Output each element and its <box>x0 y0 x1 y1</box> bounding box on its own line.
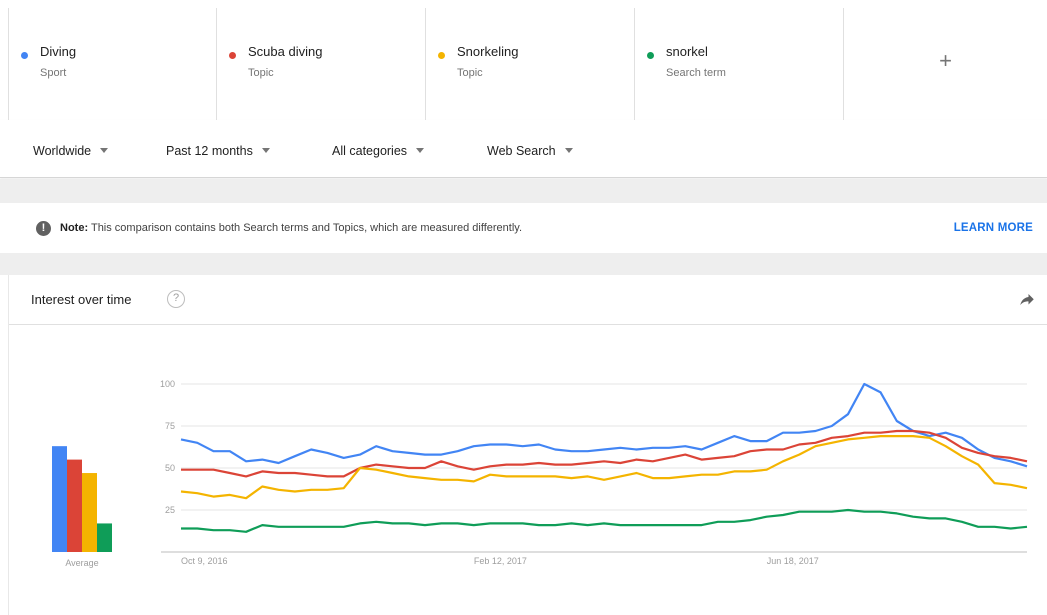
series-color-dot <box>21 52 28 59</box>
note-message: This comparison contains both Search ter… <box>90 222 523 234</box>
time-range-label: Past 12 months <box>166 144 253 158</box>
card-title: Interest over time <box>31 292 132 307</box>
note-label: Note: <box>60 222 89 234</box>
series-color-dot <box>438 52 445 59</box>
average-bar <box>82 473 97 552</box>
region-label: Worldwide <box>33 144 92 158</box>
caret-down-icon <box>100 148 109 154</box>
category-dropdown[interactable]: All categories <box>332 144 425 158</box>
plus-icon: + <box>939 48 952 73</box>
series-line <box>180 435 1028 500</box>
average-label: Average <box>65 558 98 568</box>
series-color-dot <box>229 52 236 59</box>
section-divider <box>0 179 1047 203</box>
average-bar <box>52 446 67 552</box>
x-tick-label: Oct 9, 2016 <box>181 556 228 566</box>
term-type: Search term <box>666 67 726 79</box>
term-name: Snorkeling <box>457 44 519 59</box>
region-dropdown[interactable]: Worldwide <box>33 144 109 158</box>
interest-chart: 100 75 50 25 Oct 9, 2016 Feb 12, 2017 Jun 18, … <box>52 379 1028 568</box>
series-color-dot <box>647 52 654 59</box>
search-property-dropdown[interactable]: Web Search <box>487 144 573 158</box>
term-name: snorkel <box>666 44 708 59</box>
learn-more-link[interactable]: LEARN MORE <box>953 222 1033 234</box>
y-tick-label: 100 <box>160 379 175 389</box>
x-tick-label: Jun 18, 2017 <box>767 556 819 566</box>
term-card-diving[interactable]: Diving Sport <box>8 8 217 120</box>
term-card-scuba-diving[interactable]: Scuba diving Topic <box>217 8 426 120</box>
caret-down-icon <box>416 148 425 154</box>
term-type: Topic <box>457 67 483 79</box>
time-range-dropdown[interactable]: Past 12 months <box>166 144 270 158</box>
term-type: Sport <box>40 67 67 79</box>
series-line <box>180 382 1028 468</box>
interest-over-time-card: Interest over time ? 100 75 50 25 Oct 9, 201… <box>8 275 1047 615</box>
y-tick-label: 50 <box>165 463 175 473</box>
caret-down-icon <box>564 148 573 154</box>
share-icon[interactable] <box>1018 291 1036 309</box>
series-line <box>181 508 1028 533</box>
add-comparison-button[interactable]: + <box>844 8 1047 120</box>
search-property-label: Web Search <box>487 144 556 158</box>
term-card-snorkeling[interactable]: Snorkeling Topic <box>426 8 635 120</box>
note-text: Note: This comparison contains both Sear… <box>60 222 522 234</box>
help-icon[interactable]: ? <box>167 290 185 308</box>
caret-down-icon <box>261 148 270 154</box>
term-card-snorkel[interactable]: snorkel Search term <box>635 8 844 120</box>
comparison-terms: Diving Sport Scuba diving Topic Snorkeli… <box>8 8 1047 120</box>
average-bar <box>67 459 82 552</box>
card-header: Interest over time ? <box>9 275 1047 325</box>
x-tick-label: Feb 12, 2017 <box>474 556 527 566</box>
comparison-note-banner: ! Note: This comparison contains both Se… <box>8 203 1047 253</box>
filters-bar: Worldwide Past 12 months All categories … <box>0 120 1047 178</box>
term-name: Scuba diving <box>248 44 323 59</box>
term-type: Topic <box>248 67 274 79</box>
series-line <box>181 429 1028 478</box>
section-divider <box>0 253 1047 275</box>
y-tick-label: 25 <box>165 505 175 515</box>
info-alert-icon: ! <box>36 221 51 236</box>
y-tick-label: 75 <box>165 421 175 431</box>
average-bar <box>97 523 112 552</box>
term-name: Diving <box>40 44 77 59</box>
category-label: All categories <box>332 144 408 158</box>
